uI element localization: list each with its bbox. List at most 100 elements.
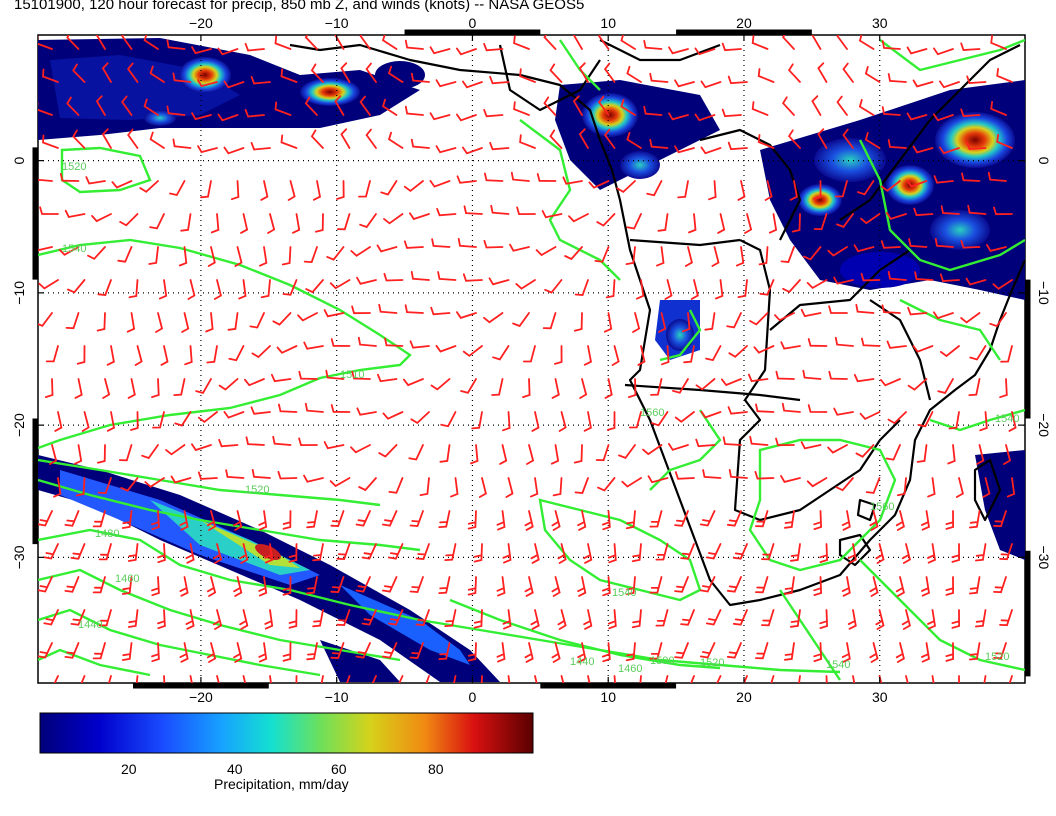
wind-barb	[269, 675, 272, 683]
wind-barb	[757, 134, 775, 149]
wind-barb	[135, 675, 139, 683]
wind-barb	[227, 312, 239, 331]
wind-barb	[376, 244, 398, 253]
wind-barb	[683, 345, 695, 364]
wind-barb	[680, 609, 695, 626]
wind-barb	[217, 113, 239, 122]
wind-barb	[303, 474, 324, 483]
wind-barb	[64, 209, 86, 219]
wind-barb	[817, 128, 828, 149]
wind-barb	[748, 373, 769, 383]
wind-barb	[280, 68, 298, 83]
wind-barb	[435, 344, 457, 353]
wind-barb	[577, 510, 587, 531]
wind-barb	[933, 113, 954, 122]
wind-barb	[430, 378, 451, 391]
wind-barb	[811, 35, 822, 50]
wind-barb	[827, 246, 848, 257]
wind-barb	[947, 444, 956, 465]
wind-barb	[165, 444, 186, 456]
wind-barb	[869, 576, 879, 597]
wind-barb	[429, 46, 451, 55]
wind-barb	[860, 272, 881, 282]
wind-barb	[573, 444, 583, 464]
wind-barb	[775, 437, 795, 447]
wind-barb	[784, 576, 795, 595]
wind-barb	[329, 477, 351, 488]
wind-barb	[655, 543, 669, 561]
wind-barb	[295, 675, 298, 683]
wind-barb	[245, 436, 265, 446]
wind-barb	[169, 180, 186, 197]
wind-barb	[542, 312, 557, 330]
wind-barb	[787, 63, 801, 83]
wind-barb	[365, 128, 377, 149]
wind-barb	[315, 213, 324, 233]
wind-barb	[143, 98, 159, 116]
wind-barb	[813, 576, 823, 596]
wind-barb	[359, 213, 377, 229]
wind-barb	[64, 576, 80, 593]
wind-barb	[438, 642, 451, 660]
wind-barb	[791, 213, 801, 233]
wind-barb	[881, 40, 901, 50]
wind-barb	[223, 411, 245, 419]
wind-barb	[721, 378, 742, 387]
wind-barb	[682, 312, 691, 333]
wind-barb	[637, 345, 646, 366]
wind-barb	[371, 675, 377, 683]
wind-barb	[195, 378, 212, 394]
wind-barb	[535, 246, 557, 257]
wind-barb	[605, 279, 616, 299]
wind-barb	[658, 312, 667, 333]
wind-barb	[726, 510, 742, 527]
wind-barb	[276, 345, 298, 354]
wind-barb	[460, 378, 477, 394]
wind-barb	[489, 141, 510, 151]
wind-barb	[836, 35, 848, 50]
wind-barb	[292, 213, 301, 234]
wind-barb	[336, 609, 351, 627]
wind-barb	[166, 105, 186, 116]
contour-labels: 1520 1540 1560 1510 1520 1480 1460 1440 1540 1440…	[62, 161, 1019, 675]
wind-barb	[382, 411, 404, 420]
wind-barb	[908, 238, 928, 248]
wind-barb	[661, 345, 670, 366]
wind-barb	[157, 543, 166, 564]
wind-barb	[160, 345, 169, 366]
wind-barb	[361, 543, 377, 560]
wind-barb	[992, 279, 1013, 290]
wind-barb	[492, 345, 510, 361]
wind-barb	[572, 95, 583, 116]
wind-barb	[97, 444, 106, 464]
contour-label: 1480	[95, 528, 119, 540]
wind-barb	[958, 675, 960, 683]
wind-barb	[835, 477, 854, 492]
wind-barb	[524, 510, 534, 531]
wind-barb	[721, 42, 742, 52]
wind-barb	[438, 510, 451, 528]
wind-barb	[853, 374, 875, 383]
wind-barb	[530, 609, 540, 630]
wind-barb	[847, 609, 857, 630]
wind-barb	[628, 378, 637, 398]
wind-barb	[510, 171, 530, 182]
wind-barb	[906, 112, 928, 121]
wind-barb	[700, 410, 722, 419]
wind-barb	[212, 609, 223, 630]
wind-barb	[646, 180, 663, 197]
contour-label: 1520	[985, 651, 1009, 663]
wind-barb	[306, 576, 318, 595]
wind-barb	[191, 443, 212, 452]
wind-barb	[197, 411, 218, 424]
wind-barb	[917, 411, 934, 428]
wind-barb	[403, 240, 424, 249]
wind-barb	[38, 35, 53, 50]
wind-barb	[38, 510, 53, 527]
wind-barb	[993, 206, 1013, 216]
wind-barb	[1006, 477, 1016, 498]
wind-barb	[121, 35, 133, 50]
wind-barb	[191, 46, 212, 55]
wind-barb	[141, 444, 159, 460]
lon-label-top: 10	[600, 15, 616, 31]
